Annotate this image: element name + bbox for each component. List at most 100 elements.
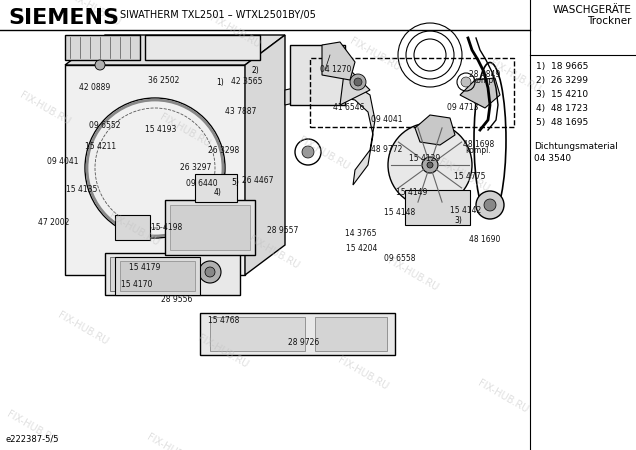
Text: 28 4849: 28 4849 [469,70,501,79]
Text: FIX-HUB.RU: FIX-HUB.RU [298,135,351,171]
Bar [315,317,387,351]
Text: 26 3297: 26 3297 [180,163,212,172]
Text: 14 3765: 14 3765 [345,229,377,238]
Polygon shape [322,42,355,80]
Circle shape [350,74,366,90]
Text: SIWATHERM TXL2501 – WTXL2501BY/05: SIWATHERM TXL2501 – WTXL2501BY/05 [120,10,316,20]
Circle shape [461,77,471,87]
Circle shape [199,261,221,283]
Text: 09 4041: 09 4041 [371,115,403,124]
Circle shape [95,60,105,70]
Polygon shape [65,65,245,275]
Bar [110,257,185,291]
Text: kompl.: kompl. [472,76,497,85]
Bar [105,253,240,295]
Circle shape [354,78,362,86]
Circle shape [388,123,472,207]
Text: 2): 2) [251,66,259,75]
Bar [115,257,200,295]
Bar [170,205,250,250]
Text: 15 4768: 15 4768 [208,316,240,325]
Text: 09 4713: 09 4713 [447,103,479,112]
Polygon shape [145,35,260,60]
Text: 3)  15 4210: 3) 15 4210 [536,90,588,99]
Circle shape [427,162,433,168]
Text: 15 4135: 15 4135 [66,185,97,194]
Text: FIX-HUB.RU: FIX-HUB.RU [158,112,211,149]
Text: FIX-HUB.RU: FIX-HUB.RU [488,58,542,95]
Text: 48 1690: 48 1690 [469,235,501,244]
Text: 47 2002: 47 2002 [38,218,70,227]
Text: 15 4198: 15 4198 [151,223,183,232]
Text: 15 4179: 15 4179 [129,263,161,272]
Text: FIX-HUB.RU: FIX-HUB.RU [56,310,109,347]
Circle shape [476,191,504,219]
Text: 48 1698: 48 1698 [462,140,494,149]
Bar [195,174,237,202]
Text: FIX-HUB.RU: FIX-HUB.RU [336,355,389,392]
Text: 28 9556: 28 9556 [161,295,193,304]
Text: 15 4170: 15 4170 [121,280,153,289]
Polygon shape [245,35,285,275]
Text: Dichtungsmaterial: Dichtungsmaterial [534,142,618,151]
Text: 4): 4) [214,188,222,197]
Text: 15 4129: 15 4129 [409,154,441,163]
Circle shape [422,157,438,173]
Text: 09 6552: 09 6552 [89,121,121,130]
Text: 1)  18 9665: 1) 18 9665 [536,62,588,71]
Polygon shape [415,115,455,145]
Circle shape [205,267,215,277]
Bar [115,215,150,240]
Text: FIX-HUB.RU: FIX-HUB.RU [247,234,300,270]
Text: kompl.: kompl. [466,146,491,155]
Text: 09 4041: 09 4041 [46,157,78,166]
Text: 15 4204: 15 4204 [345,244,377,253]
Text: 15 4148: 15 4148 [384,208,415,217]
Text: 04 3540: 04 3540 [534,154,571,163]
Text: SIEMENS: SIEMENS [8,8,119,28]
Text: 1): 1) [216,77,224,86]
Circle shape [302,146,314,158]
Text: 26 4467: 26 4467 [242,176,273,185]
Text: 04 1270: 04 1270 [320,65,352,74]
Bar [405,190,470,225]
Polygon shape [285,80,375,185]
Text: 15 4775: 15 4775 [453,172,485,181]
Text: 5): 5) [231,177,239,186]
Text: WASCHGERÄTE: WASCHGERÄTE [553,5,632,15]
Text: FIX-HUB.RU: FIX-HUB.RU [209,13,262,50]
Text: 28 9557: 28 9557 [267,226,299,235]
Text: FIX-HUB.RU: FIX-HUB.RU [438,157,491,194]
Text: FIX-HUB.RU: FIX-HUB.RU [107,211,160,248]
Text: 09 6440: 09 6440 [186,179,218,188]
Polygon shape [340,65,370,105]
Text: 36 2502: 36 2502 [148,76,180,85]
Circle shape [484,199,496,211]
Text: FIX-HUB.RU: FIX-HUB.RU [476,378,529,414]
Text: 2)  26 3299: 2) 26 3299 [536,76,588,85]
Bar [290,45,345,105]
Text: FIX-HUB.RU: FIX-HUB.RU [5,409,59,446]
Bar [165,200,255,255]
Text: 48 9772: 48 9772 [371,145,403,154]
Bar [310,58,514,127]
Text: FIX-HUB.RU: FIX-HUB.RU [145,432,198,450]
Text: FIX-HUB.RU: FIX-HUB.RU [69,0,122,27]
Text: FIX-HUB.RU: FIX-HUB.RU [387,256,440,293]
Text: 15 4149: 15 4149 [396,188,428,197]
Text: 42 0889: 42 0889 [78,83,110,92]
Text: Trockner: Trockner [588,16,632,26]
Bar [120,261,195,291]
Text: 15 4211: 15 4211 [85,142,116,151]
Text: 41 6546: 41 6546 [333,103,364,112]
Text: 4)  48 1723: 4) 48 1723 [536,104,588,113]
Text: 5)  48 1695: 5) 48 1695 [536,118,588,127]
Text: e222387-5/5: e222387-5/5 [6,435,60,444]
Text: 3): 3) [454,216,462,225]
Text: 15 4142: 15 4142 [450,206,481,215]
Bar [210,317,305,351]
Bar [200,313,395,355]
Text: 26 3298: 26 3298 [208,146,240,155]
Text: 28 9726: 28 9726 [288,338,320,347]
Text: 15 4193: 15 4193 [144,125,176,134]
